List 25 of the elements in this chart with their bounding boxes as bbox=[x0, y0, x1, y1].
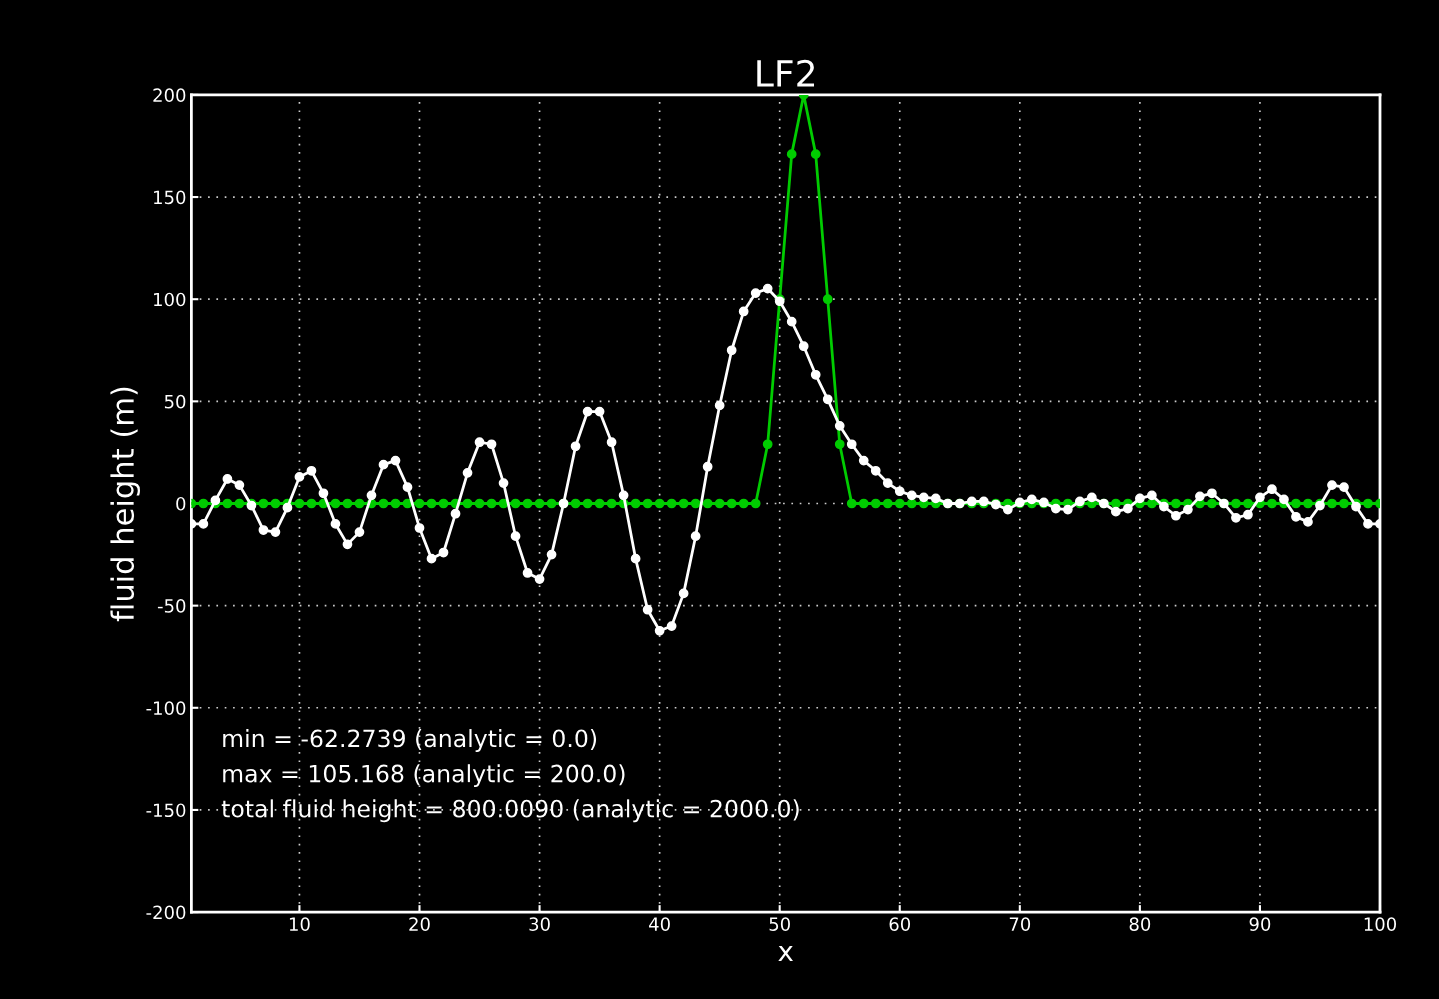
y-tick-label: -50 bbox=[157, 599, 186, 613]
x-tick-label: 100 bbox=[1364, 917, 1397, 931]
x-tick-label: 30 bbox=[529, 917, 550, 931]
x-axis-title: x bbox=[778, 945, 793, 962]
x-tick-label: 60 bbox=[889, 917, 911, 931]
x-tick-label: 20 bbox=[409, 917, 430, 931]
y-tick-label: 200 bbox=[153, 88, 186, 103]
annotation: total fluid height = 800.0090 (analytic = 2000.0) bbox=[221, 799, 799, 823]
annotation: max = 105.168 (analytic = 200.0) bbox=[223, 764, 625, 788]
x-tick-label: 90 bbox=[1249, 917, 1271, 931]
annotation: min = -62.2739 (analytic = 0.0) bbox=[223, 729, 597, 752]
chart-title: LF2 bbox=[757, 59, 815, 87]
x-tick-label: 70 bbox=[1009, 917, 1031, 931]
y-tick-label: 50 bbox=[164, 394, 186, 409]
y-tick-label: -100 bbox=[146, 701, 186, 715]
y-tick-label: 150 bbox=[154, 190, 186, 205]
x-tick-label: 40 bbox=[649, 917, 670, 931]
y-tick-label: -150 bbox=[146, 803, 186, 818]
x-tick-label: 10 bbox=[289, 917, 310, 931]
x-tick-label: 50 bbox=[769, 917, 790, 931]
y-tick-label: 0 bbox=[176, 496, 186, 511]
x-tick-label: 80 bbox=[1129, 917, 1151, 931]
y-tick-label: 100 bbox=[154, 292, 186, 307]
y-tick-label: -200 bbox=[146, 905, 186, 920]
y-axis-title: fluid height (m) bbox=[110, 387, 140, 622]
